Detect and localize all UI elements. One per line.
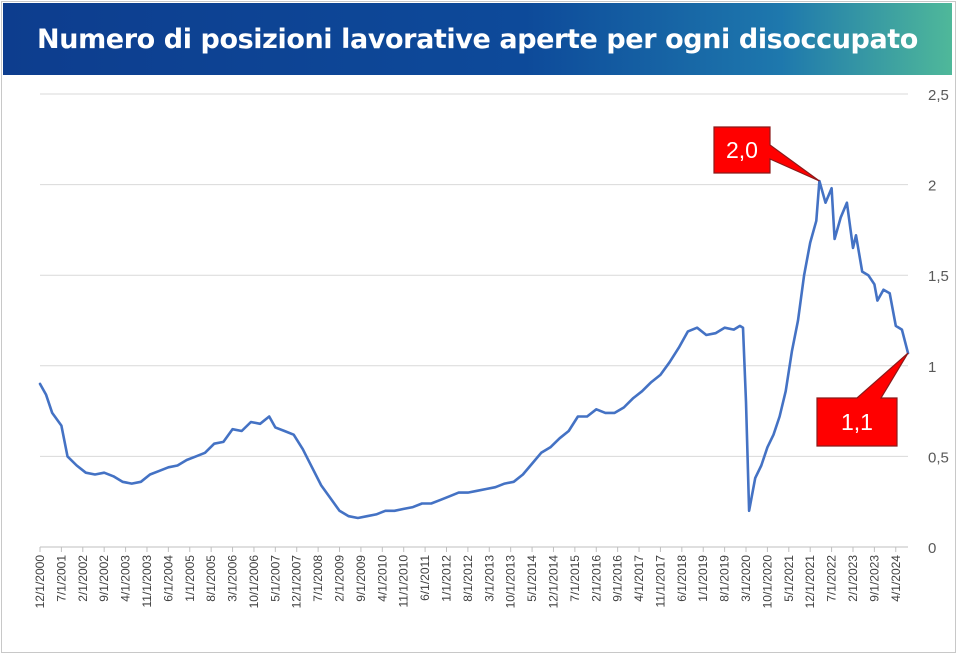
x-tick-label: 4/1/2003 (119, 555, 133, 602)
callout-box (816, 352, 909, 447)
x-tick-label: 9/1/2016 (611, 555, 625, 602)
y-tick-label: 0 (928, 540, 936, 557)
chart-title: Numero di posizioni lavorative aperte pe… (37, 23, 918, 55)
x-tick-label: 4/1/2010 (375, 555, 389, 602)
x-tick-label: 7/1/2022 (825, 555, 839, 602)
x-tick-label: 3/1/2020 (739, 555, 753, 602)
x-tick-label: 6/1/2018 (675, 555, 689, 602)
x-tick-label: 8/1/2005 (204, 555, 218, 602)
x-tick-label: 10/1/2006 (247, 555, 261, 609)
y-tick-label: 2,5 (928, 87, 949, 104)
callout-label: 1,1 (841, 409, 873, 435)
x-tick-label: 8/1/2019 (718, 555, 732, 602)
x-tick-label: 1/1/2019 (696, 555, 710, 602)
y-tick-label: 1 (928, 359, 936, 376)
gridlines (40, 93, 908, 548)
x-tick-label: 1/1/2012 (439, 555, 453, 602)
x-tick-label: 11/1/2003 (140, 555, 154, 608)
x-tick-label: 12/1/2021 (803, 555, 817, 609)
x-tick-label: 7/1/2008 (311, 555, 325, 602)
x-tick-label: 8/1/2012 (461, 555, 475, 602)
y-axis-ticks: 0 0,5 1 1,5 2 2,5 (928, 87, 949, 557)
x-tick-label: 9/1/2023 (867, 555, 881, 602)
series-line (38, 179, 910, 520)
x-tick-label: 5/1/2007 (268, 555, 282, 602)
x-tick-label: 11/1/2010 (397, 555, 411, 608)
x-tick-label: 7/1/2001 (54, 555, 68, 602)
x-tick-label: 11/1/2017 (653, 555, 667, 608)
x-tick-label: 6/1/2011 (418, 555, 432, 601)
y-tick-label: 1,5 (928, 268, 949, 285)
x-tick-label: 3/1/2006 (226, 555, 240, 602)
x-tick-label: 4/1/2024 (889, 555, 903, 602)
x-tick-label: 7/1/2015 (568, 555, 582, 602)
x-tick-label: 10/1/2013 (504, 555, 518, 609)
x-tick-label: 6/1/2004 (161, 555, 175, 602)
x-tick-label: 12/1/2000 (33, 555, 47, 609)
x-tick-label: 10/1/2020 (760, 555, 774, 609)
x-tick-label: 2/1/2023 (846, 555, 860, 602)
x-tick-label: 12/1/2007 (290, 555, 304, 609)
x-tick-label: 9/1/2009 (354, 555, 368, 602)
callouts: 2,0 1,1 (713, 126, 909, 447)
y-tick-label: 0,5 (928, 449, 949, 466)
x-tick-label: 1/1/2005 (183, 555, 197, 602)
x-tick-label: 9/1/2002 (97, 555, 111, 602)
callout-box (713, 126, 820, 182)
x-tick-label: 2/1/2009 (333, 555, 347, 602)
title-banner: Numero di posizioni lavorative aperte pe… (3, 3, 952, 75)
x-tick-label: 2/1/2002 (76, 555, 90, 602)
y-tick-label: 2 (928, 178, 936, 195)
x-tick-label: 5/1/2021 (782, 555, 796, 602)
series-layer (38, 179, 910, 520)
callout-label: 2,0 (726, 137, 758, 163)
x-tick-label: 5/1/2014 (525, 555, 539, 602)
x-tick-label: 2/1/2016 (589, 555, 603, 602)
x-tick-label: 4/1/2017 (632, 555, 646, 602)
x-tick-label: 12/1/2014 (546, 555, 560, 609)
x-tick-label: 3/1/2013 (482, 555, 496, 602)
x-axis-ticks: 12/1/2000 7/1/2001 2/1/2002 9/1/2002 4/1/200… (33, 547, 903, 608)
